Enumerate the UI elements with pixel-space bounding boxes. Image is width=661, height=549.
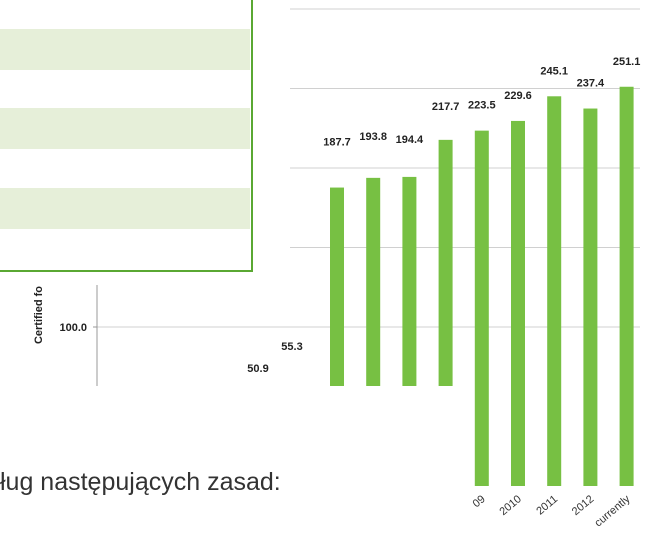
value-label: 245.1 <box>540 65 568 77</box>
value-label: 223.5 <box>468 100 496 112</box>
bar <box>583 108 598 486</box>
table-box <box>0 0 253 272</box>
labels: 100.0 187.7 193.8 194.4 217.7 223.5 09 229.6 201… <box>59 56 640 530</box>
body-text: ług następujących zasad: <box>0 468 281 496</box>
y-tick-label: 100.0 <box>59 322 87 334</box>
value-label: 187.7 <box>323 137 351 149</box>
value-label: 194.4 <box>396 134 424 146</box>
x-tick-label: 2010 <box>497 493 523 518</box>
bar <box>511 120 525 486</box>
value-label: 55.3 <box>281 341 302 353</box>
stripe <box>0 108 250 149</box>
x-tick-label: 2011 <box>534 493 560 517</box>
stripe <box>0 29 250 70</box>
bar <box>547 96 562 486</box>
x-tick-label: currently <box>592 493 632 530</box>
bar <box>619 86 634 486</box>
x-tick-label: 2012 <box>570 493 596 518</box>
x-tick-label: 09 <box>471 493 488 510</box>
stripe <box>0 188 250 229</box>
value-label: 229.6 <box>504 90 532 102</box>
y-axis-label: Certified fo <box>33 286 45 344</box>
bar <box>474 130 489 486</box>
value-label: 217.7 <box>432 101 460 113</box>
overlay <box>0 386 470 549</box>
value-label: 193.8 <box>359 131 387 143</box>
value-label: 237.4 <box>577 78 605 90</box>
value-label: 50.9 <box>247 363 268 375</box>
value-label: 251.1 <box>613 56 641 68</box>
